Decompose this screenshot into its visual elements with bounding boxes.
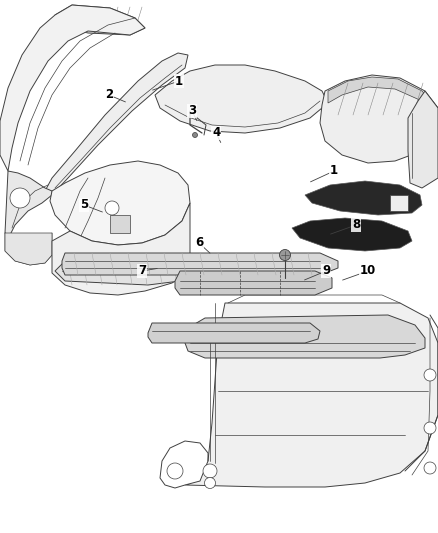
Text: 6: 6 — [195, 237, 203, 249]
Circle shape — [192, 133, 198, 138]
Text: 10: 10 — [360, 264, 376, 278]
Polygon shape — [50, 161, 190, 245]
Polygon shape — [175, 271, 332, 295]
Text: 2: 2 — [105, 88, 113, 101]
Text: 1: 1 — [330, 165, 338, 177]
Text: 9: 9 — [322, 264, 330, 278]
Polygon shape — [408, 91, 438, 188]
Circle shape — [424, 369, 436, 381]
Polygon shape — [320, 75, 438, 163]
Polygon shape — [390, 195, 408, 211]
Polygon shape — [305, 181, 422, 215]
Circle shape — [203, 464, 217, 478]
Circle shape — [424, 462, 436, 474]
Text: 3: 3 — [188, 104, 196, 117]
Polygon shape — [185, 303, 438, 487]
Polygon shape — [55, 258, 190, 285]
Text: 7: 7 — [138, 264, 146, 278]
Polygon shape — [55, 5, 145, 35]
Polygon shape — [185, 315, 425, 358]
Polygon shape — [110, 215, 130, 233]
Polygon shape — [5, 171, 52, 235]
Polygon shape — [148, 323, 320, 343]
Polygon shape — [52, 203, 190, 295]
Text: 5: 5 — [80, 198, 88, 212]
Circle shape — [279, 249, 290, 261]
Polygon shape — [45, 53, 188, 195]
Circle shape — [205, 478, 215, 489]
Polygon shape — [155, 65, 328, 133]
Polygon shape — [328, 77, 438, 115]
Polygon shape — [0, 5, 145, 171]
Circle shape — [105, 201, 119, 215]
Polygon shape — [62, 253, 338, 275]
Text: 1: 1 — [175, 75, 183, 87]
Polygon shape — [5, 233, 52, 265]
Circle shape — [167, 463, 183, 479]
Text: 8: 8 — [352, 219, 360, 231]
Text: 4: 4 — [212, 126, 220, 140]
Circle shape — [424, 422, 436, 434]
Polygon shape — [292, 218, 412, 251]
Circle shape — [10, 188, 30, 208]
